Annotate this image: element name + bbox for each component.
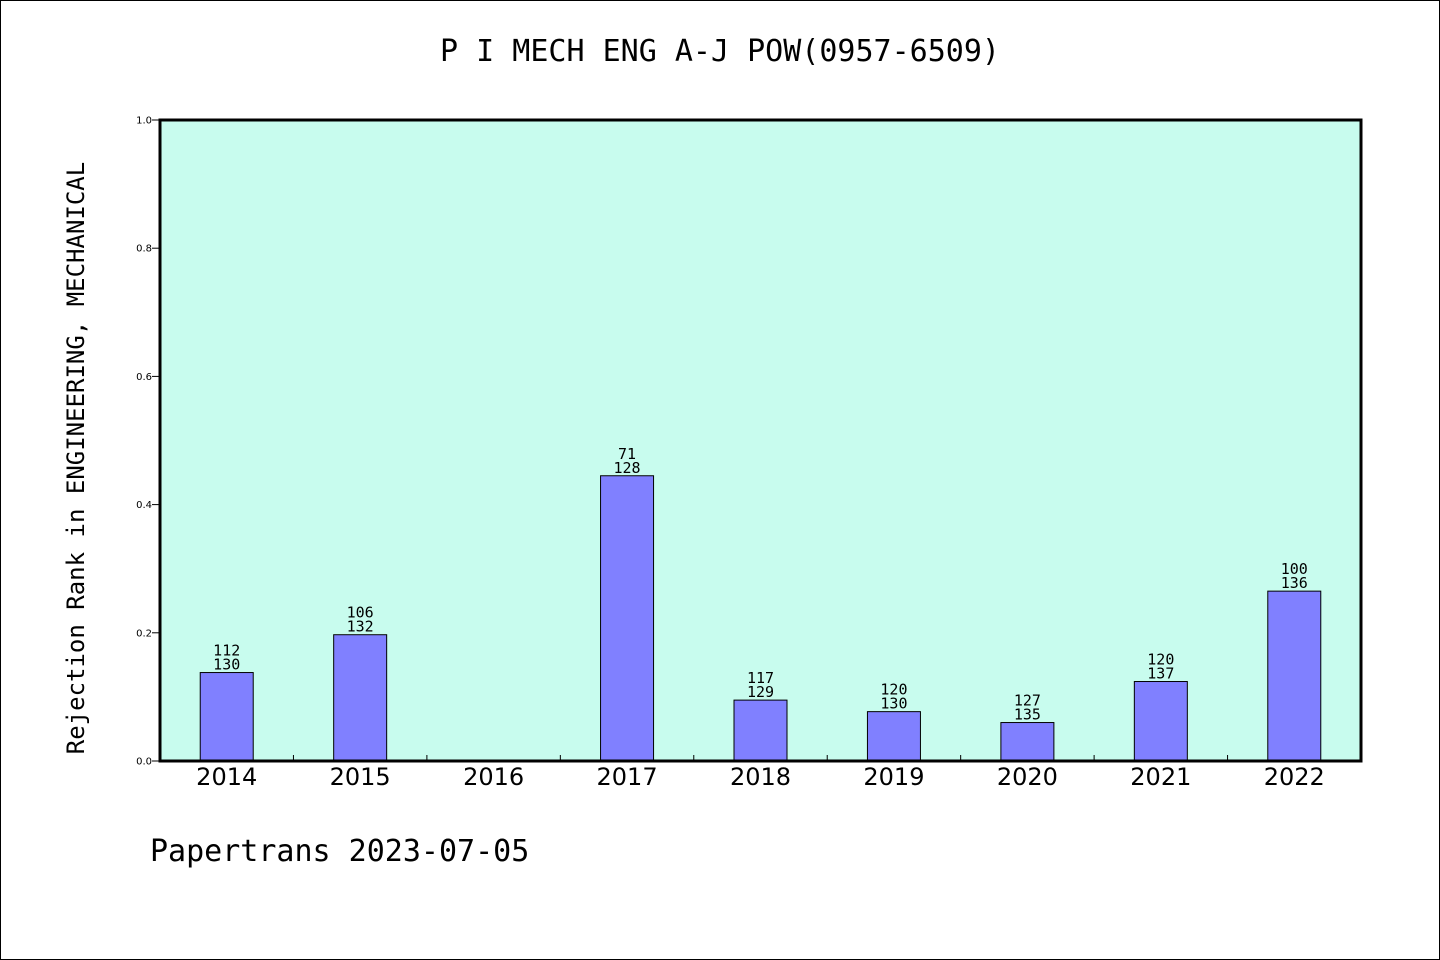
y-tick-label: 0.0 — [136, 757, 152, 768]
x-tick-label: 2019 — [863, 763, 924, 791]
bar — [733, 699, 788, 762]
bar — [199, 672, 254, 762]
bar — [600, 475, 655, 762]
bar-label-top: 120 — [1147, 651, 1174, 669]
footer-credit: Papertrans 2023-07-05 — [150, 834, 530, 869]
bar-label-bottom: 130 — [880, 695, 907, 713]
x-tick-label: 2021 — [1130, 763, 1191, 791]
y-tick-label: 0.8 — [136, 244, 152, 255]
plot-border — [158, 118, 1363, 763]
bar — [866, 711, 921, 762]
bar-label-top: 106 — [347, 604, 374, 622]
bar — [1133, 681, 1188, 762]
y-tick-label: 1.0 — [136, 116, 152, 127]
chart-title: P I MECH ENG A-J POW(0957-6509) — [440, 34, 1000, 69]
bar-label-top: 127 — [1014, 692, 1041, 710]
bar — [1000, 722, 1055, 762]
x-tick-label: 2020 — [997, 763, 1058, 791]
x-tick-label: 2022 — [1264, 763, 1325, 791]
x-tick-label: 2015 — [330, 763, 391, 791]
bar-label-bottom: 136 — [1281, 574, 1308, 592]
y-tick-label: 0.4 — [136, 500, 152, 511]
bar-label-bottom: 128 — [614, 459, 641, 477]
bar-label-top: 117 — [747, 669, 774, 687]
y-tick-label: 0.2 — [136, 628, 152, 639]
bar-label-top: 100 — [1281, 560, 1308, 578]
bar-label-bottom: 130 — [213, 656, 240, 674]
bar-label-top: 112 — [213, 642, 240, 660]
bar-label-top: 120 — [880, 681, 907, 699]
x-tick-label: 2018 — [730, 763, 791, 791]
x-tick-label: 2014 — [196, 763, 257, 791]
x-tick-label: 2017 — [597, 763, 658, 791]
bar — [333, 634, 388, 762]
y-tick-label: 0.6 — [136, 372, 152, 383]
bar-label-bottom: 129 — [747, 683, 774, 701]
bar-label-bottom: 135 — [1014, 706, 1041, 724]
x-tick-label: 2016 — [463, 763, 524, 791]
bar — [1267, 590, 1322, 762]
bar-label-top: 71 — [618, 445, 636, 463]
bar-label-bottom: 132 — [347, 618, 374, 636]
bar-label-bottom: 137 — [1147, 665, 1174, 683]
